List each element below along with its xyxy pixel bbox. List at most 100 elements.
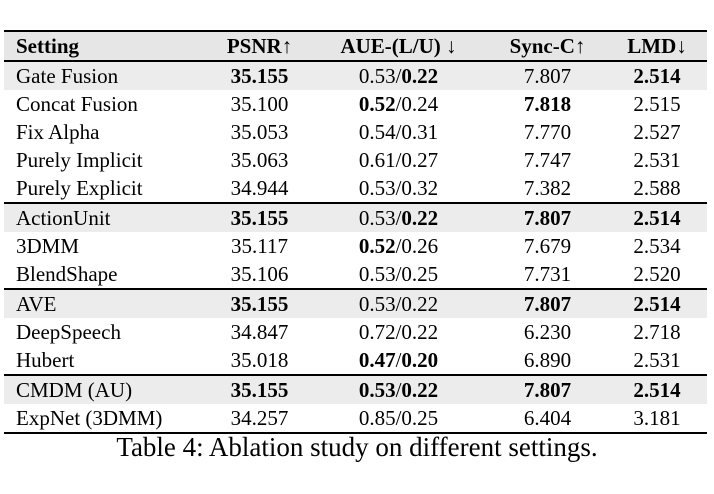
- cell-aue-separator: /: [395, 92, 402, 116]
- cell-aue: 0.52/0.24: [309, 90, 488, 118]
- table-row: Gate Fusion 35.155 0.53/0.22 7.807 2.514: [4, 61, 707, 90]
- cell-aue-separator: /: [395, 378, 402, 402]
- cell-setting: CMDM (AU): [4, 374, 210, 404]
- cell-setting: Fix Alpha: [16, 120, 100, 144]
- cell-sync-c: 7.818: [523, 92, 572, 116]
- cell-aue: 0.47/0.20: [309, 346, 488, 375]
- cell-sync-c: 7.807: [488, 61, 607, 90]
- cell-lmd: 2.515: [633, 92, 681, 116]
- cell-aue-separator: /: [395, 406, 402, 430]
- cell-psnr: 35.106: [230, 262, 289, 286]
- header-setting: Setting: [4, 30, 210, 62]
- cell-aue-lip: 0.53: [358, 292, 396, 316]
- cell-aue-separator: /: [395, 292, 402, 316]
- cell-aue-separator: /: [395, 234, 402, 258]
- cell-setting: BlendShape: [16, 262, 118, 286]
- cell-sync-c: 7.731: [523, 262, 572, 286]
- cell-lmd: 2.514: [607, 288, 707, 318]
- cell-aue-upper: 0.24: [401, 92, 439, 116]
- cell-sync-c: 7.747: [523, 148, 572, 172]
- cell-setting: Purely Implicit: [16, 148, 143, 172]
- cell-lmd: 2.531: [633, 148, 681, 172]
- cell-sync-c: 6.404: [488, 404, 607, 434]
- cell-lmd: 2.514: [607, 61, 707, 90]
- table-row: Fix Alpha 35.053 0.54/0.31 7.770 2.527: [4, 118, 707, 146]
- cell-aue-upper: 0.25: [401, 406, 439, 430]
- cell-sync-c: 7.807: [488, 374, 607, 404]
- cell-setting: Gate Fusion: [4, 61, 210, 90]
- cell-sync-c: 7.679: [523, 234, 572, 258]
- cell-sync-c: 7.770: [523, 120, 572, 144]
- cell-aue-upper: 0.26: [401, 234, 439, 258]
- cell-setting: ActionUnit: [4, 202, 210, 232]
- cell-psnr: 34.257: [210, 404, 309, 434]
- cell-setting: ExpNet (3DMM): [4, 404, 210, 434]
- cell-aue-lip: 0.53: [358, 176, 396, 200]
- cell-lmd: 2.531: [633, 348, 681, 372]
- cell-aue-upper: 0.22: [401, 292, 439, 316]
- cell-lmd: 2.520: [633, 262, 681, 286]
- cell-psnr: 35.155: [210, 374, 309, 404]
- cell-lmd: 2.514: [607, 202, 707, 232]
- cell-aue-upper: 0.31: [401, 120, 439, 144]
- cell-aue-separator: /: [395, 348, 402, 372]
- ablation-table-wrapper: Setting PSNR↑ AUE-(L/U) ↓ Sync-C↑ LMD↓ G…: [4, 30, 707, 434]
- cell-aue-separator: /: [395, 148, 402, 172]
- cell-aue-upper: 0.22: [401, 320, 439, 344]
- cell-aue: 0.53/0.32: [309, 174, 488, 203]
- table-header-row: Setting PSNR↑ AUE-(L/U) ↓ Sync-C↑ LMD↓: [4, 30, 707, 62]
- table-body: Gate Fusion 35.155 0.53/0.22 7.807 2.514 Conc…: [4, 61, 707, 434]
- cell-psnr: 35.155: [210, 288, 309, 318]
- cell-aue-separator: /: [395, 206, 402, 230]
- cell-sync-c: 6.890: [523, 348, 572, 372]
- header-lmd: LMD↓: [607, 30, 707, 62]
- cell-setting: 3DMM: [16, 234, 80, 258]
- cell-sync-c: 7.807: [488, 288, 607, 318]
- table-row: Purely Explicit 34.944 0.53/0.32 7.382 2.588: [4, 174, 707, 203]
- table-row: Purely Implicit 35.063 0.61/0.27 7.747 2.531: [4, 146, 707, 174]
- cell-sync-c: 6.230: [523, 320, 572, 344]
- cell-psnr: 35.117: [231, 234, 288, 258]
- cell-sync-c: 7.382: [523, 176, 572, 200]
- cell-lmd: 2.588: [633, 176, 681, 200]
- table-caption: Table 4: Ablation study on different set…: [116, 432, 598, 462]
- table-row: CMDM (AU) 35.155 0.53/0.22 7.807 2.514: [4, 374, 707, 404]
- table-row: BlendShape 35.106 0.53/0.25 7.731 2.520: [4, 260, 707, 289]
- cell-setting: DeepSpeech: [16, 320, 121, 344]
- table-row: ActionUnit 35.155 0.53/0.22 7.807 2.514: [4, 202, 707, 232]
- cell-setting: Concat Fusion: [16, 92, 138, 116]
- header-psnr: PSNR↑: [210, 30, 309, 62]
- cell-aue: 0.52/0.26: [309, 232, 488, 260]
- cell-setting: Hubert: [16, 348, 75, 372]
- cell-psnr: 35.100: [230, 92, 289, 116]
- ablation-table: Setting PSNR↑ AUE-(L/U) ↓ Sync-C↑ LMD↓ G…: [4, 30, 707, 434]
- cell-psnr: 35.155: [210, 61, 309, 90]
- cell-setting: AVE: [4, 288, 210, 318]
- cell-psnr: 35.155: [210, 202, 309, 232]
- cell-aue-lip: 0.47: [358, 348, 396, 372]
- cell-aue-upper: 0.25: [401, 262, 439, 286]
- cell-psnr: 34.847: [230, 320, 289, 344]
- cell-aue-upper: 0.22: [401, 64, 439, 88]
- cell-aue: 0.53/0.22: [309, 288, 488, 318]
- cell-lmd: 2.534: [633, 234, 681, 258]
- cell-aue: 0.72/0.22: [309, 318, 488, 346]
- table-row: AVE 35.155 0.53/0.22 7.807 2.514: [4, 288, 707, 318]
- cell-aue-upper: 0.20: [401, 348, 439, 372]
- cell-aue-separator: /: [395, 320, 402, 344]
- cell-lmd: 2.527: [633, 120, 681, 144]
- cell-aue-lip: 0.61: [358, 148, 396, 172]
- cell-psnr: 35.053: [230, 120, 289, 144]
- cell-lmd: 2.514: [607, 374, 707, 404]
- cell-lmd: 3.181: [607, 404, 707, 434]
- cell-aue: 0.53/0.22: [309, 202, 488, 232]
- table-row: ExpNet (3DMM) 34.257 0.85/0.25 6.404 3.181: [4, 404, 707, 434]
- cell-aue: 0.53/0.22: [309, 61, 488, 90]
- cell-aue-upper: 0.22: [401, 206, 439, 230]
- cell-aue-separator: /: [395, 64, 402, 88]
- cell-aue-lip: 0.72: [358, 320, 396, 344]
- cell-aue-upper: 0.27: [401, 148, 439, 172]
- cell-aue-lip: 0.53: [358, 262, 396, 286]
- table-row: Hubert 35.018 0.47/0.20 6.890 2.531: [4, 346, 707, 375]
- cell-aue-lip: 0.54: [358, 120, 396, 144]
